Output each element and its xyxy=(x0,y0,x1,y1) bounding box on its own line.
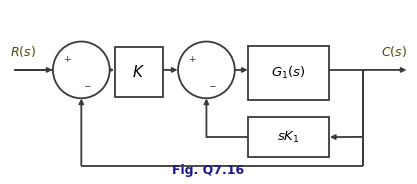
Text: $G_1(s)$: $G_1(s)$ xyxy=(271,65,306,81)
Bar xyxy=(248,117,329,157)
Text: $K$: $K$ xyxy=(132,64,145,80)
Text: +: + xyxy=(63,55,70,64)
Ellipse shape xyxy=(53,42,110,98)
Bar xyxy=(115,47,163,97)
Bar xyxy=(248,46,329,100)
Text: $R(s)$: $R(s)$ xyxy=(10,44,36,59)
Text: $sK_1$: $sK_1$ xyxy=(277,130,300,145)
Text: −: − xyxy=(208,81,215,90)
Text: −: − xyxy=(83,81,90,90)
Ellipse shape xyxy=(178,42,235,98)
Text: Fig. Q7.16: Fig. Q7.16 xyxy=(173,164,244,177)
Text: $C(s)$: $C(s)$ xyxy=(381,44,407,59)
Text: +: + xyxy=(188,55,196,64)
